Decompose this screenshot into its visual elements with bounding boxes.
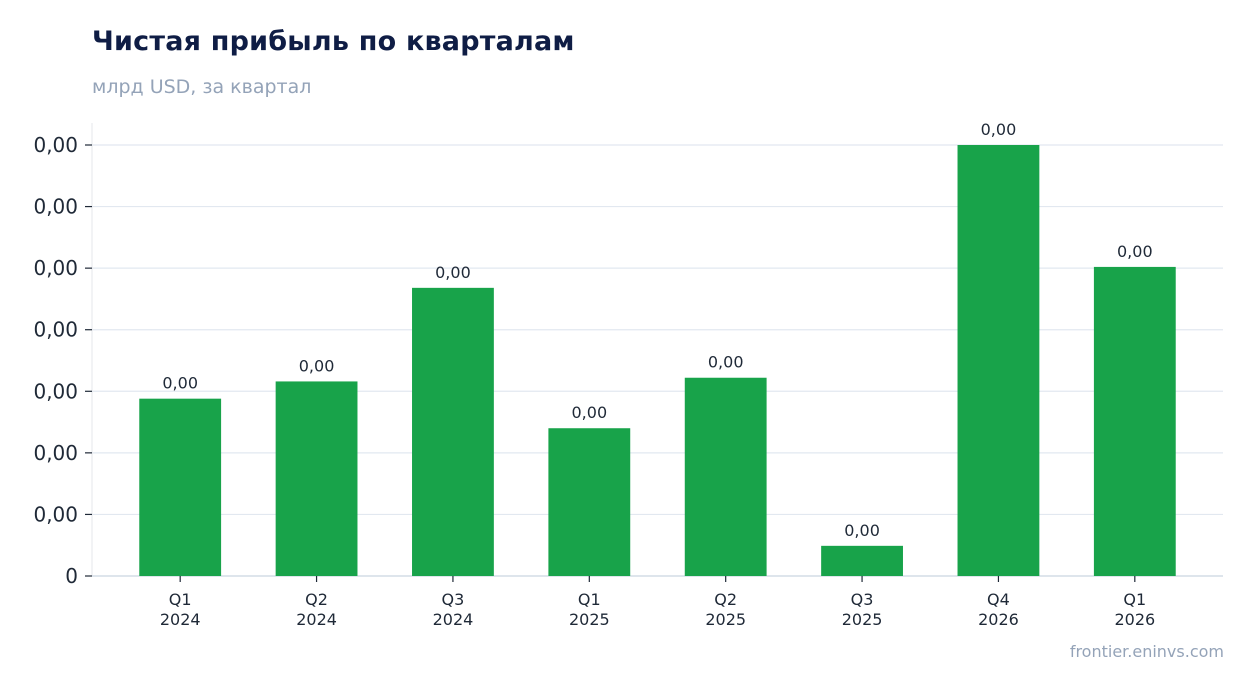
x-tick-label-year: 2025 — [705, 610, 746, 629]
y-tick-label: 0 — [65, 564, 78, 588]
bar — [684, 377, 767, 576]
bar — [275, 381, 358, 576]
x-tick-label-year: 2024 — [296, 610, 337, 629]
axes — [85, 123, 1223, 582]
x-tick-label-year: 2025 — [569, 610, 610, 629]
bar-value-label: 0,00 — [1117, 242, 1153, 261]
x-tick-label-quarter: Q2 — [305, 590, 328, 609]
bar — [957, 145, 1040, 576]
bar-value-label: 0,00 — [162, 374, 198, 393]
bar-value-label: 0,00 — [708, 353, 744, 372]
y-tick-label: 0,00 — [33, 318, 78, 342]
x-tick-label-quarter: Q1 — [169, 590, 192, 609]
y-tick-label: 0,00 — [33, 379, 78, 403]
grid-lines — [92, 144, 1223, 516]
bar-value-label: 0,00 — [435, 263, 471, 282]
x-tick-label-quarter: Q4 — [987, 590, 1010, 609]
x-tick-label-year: 2026 — [978, 610, 1019, 629]
y-tick-label: 0,00 — [33, 195, 78, 219]
x-tick-label-quarter: Q1 — [1123, 590, 1146, 609]
y-tick-label: 0,00 — [33, 441, 78, 465]
x-tick-label-year: 2024 — [433, 610, 474, 629]
bars — [139, 145, 1176, 576]
bar — [1093, 266, 1176, 576]
y-tick-label: 0,00 — [33, 133, 78, 157]
source-watermark: frontier.eninvs.com — [1069, 642, 1224, 661]
bar — [821, 545, 903, 576]
labels: 00,000,000,000,000,000,000,000,00Q120240… — [33, 120, 1155, 629]
chart-title: Чистая прибыль по кварталам — [92, 26, 575, 57]
x-tick-label-quarter: Q3 — [442, 590, 465, 609]
x-tick-label-year: 2026 — [1114, 610, 1155, 629]
bar-value-label: 0,00 — [299, 356, 335, 375]
bar-value-label: 0,00 — [981, 120, 1017, 139]
bar — [412, 287, 494, 576]
x-tick-label-year: 2024 — [160, 610, 201, 629]
x-tick-label-quarter: Q3 — [851, 590, 874, 609]
bar-value-label: 0,00 — [572, 403, 608, 422]
x-tick-label-quarter: Q1 — [578, 590, 601, 609]
bar — [548, 428, 631, 576]
x-tick-label-year: 2025 — [842, 610, 883, 629]
y-tick-label: 0,00 — [33, 502, 78, 526]
x-tick-label-quarter: Q2 — [714, 590, 737, 609]
bar-value-label: 0,00 — [844, 521, 880, 540]
y-tick-label: 0,00 — [33, 256, 78, 280]
bar — [139, 398, 222, 576]
chart-subtitle: млрд USD, за квартал — [92, 76, 312, 98]
